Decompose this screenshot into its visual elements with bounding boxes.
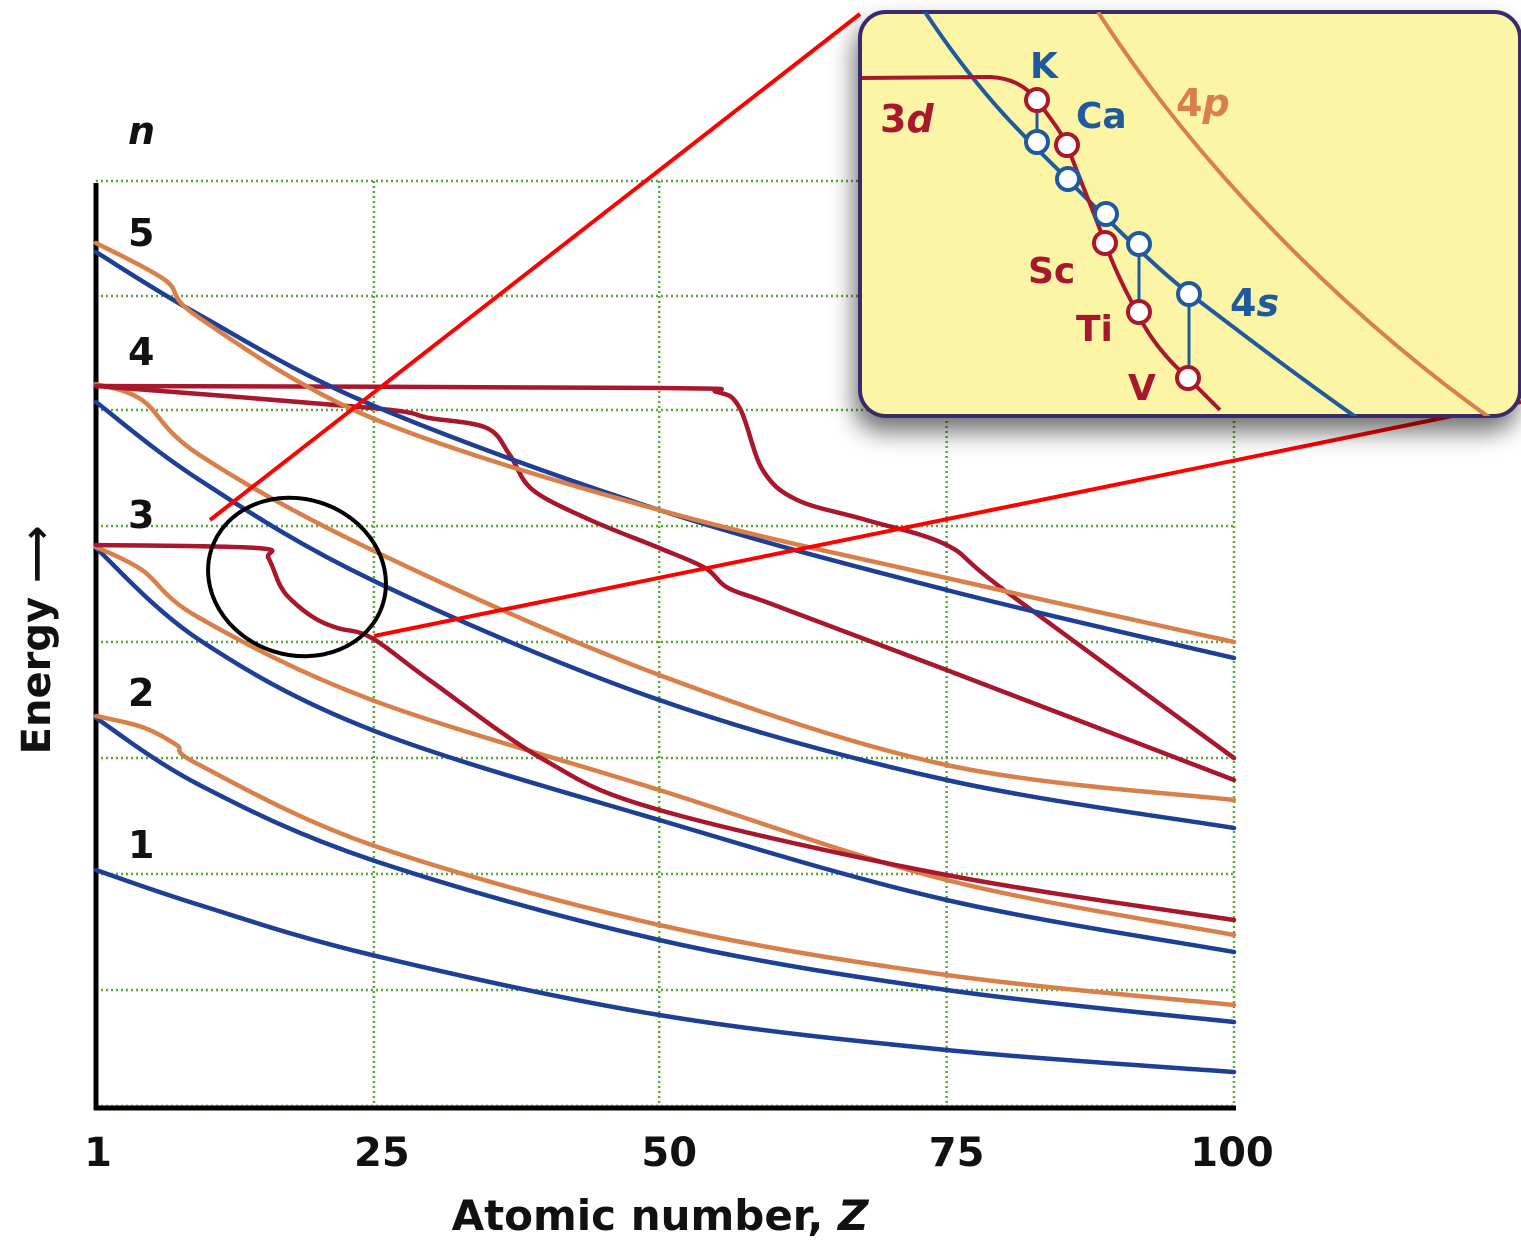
n-level-labels: 5 4 3 2 1 (128, 211, 154, 867)
marker-3d-k (1024, 87, 1050, 113)
marker-4s-k (1024, 129, 1050, 155)
marker-3d-sc (1092, 230, 1118, 256)
series-line-2p (93, 713, 1237, 1008)
marker-3d-ca (1054, 132, 1080, 158)
inset-label-4p-num: 4 (1176, 81, 1202, 125)
n-level-label: 5 (128, 211, 154, 255)
marker-4s-ca (1055, 166, 1081, 192)
x-axis-label-text: Atomic number, (452, 1191, 838, 1240)
inset-label-3d-num: 3 (880, 97, 906, 141)
series-line-4p (93, 381, 1237, 803)
inset-panel (858, 10, 1521, 418)
series-line-3d (93, 542, 1237, 923)
inset-label-k: K (1030, 46, 1059, 87)
x-axis-label: Atomic number, Z (452, 1191, 870, 1240)
inset-label-ti: Ti (1076, 309, 1113, 350)
inset-label-sc: Sc (1028, 251, 1075, 292)
inset-label-ca: Ca (1076, 96, 1127, 137)
series-line-4d (93, 383, 1237, 783)
inset-label-4p: 4p (1176, 81, 1230, 125)
inset-label-v: V (1128, 368, 1156, 409)
inset-label-4p-letter: p (1201, 81, 1229, 125)
y-axis-label: Energy ⟶ (14, 526, 60, 755)
inset-4p-curve (1096, 12, 1502, 416)
x-tick-label: 25 (354, 1130, 410, 1176)
inset-label-4s-letter: s (1256, 281, 1279, 325)
callout-line-top (208, 12, 862, 522)
n-axis-label: n (128, 109, 155, 153)
n-level-label: 3 (128, 493, 154, 537)
highlight-ellipse (206, 495, 388, 659)
n-level-label: 4 (128, 330, 154, 374)
x-tick-label: 75 (929, 1130, 985, 1176)
inset-label-4s: 4s (1230, 281, 1279, 325)
series-line-5p (93, 240, 1237, 645)
x-tick-label: 100 (1190, 1130, 1274, 1176)
series-layer (93, 240, 1237, 1075)
x-tick-label: 50 (641, 1130, 697, 1176)
axes (93, 183, 1236, 1111)
series-line-4s (93, 399, 1237, 831)
inset-label-3d: 3d (880, 97, 934, 141)
inset-markers (1024, 87, 1202, 391)
marker-3d-v (1175, 365, 1201, 391)
marker-4s-v (1176, 281, 1202, 307)
x-tick-labels: 1 25 50 75 100 (84, 1130, 1274, 1176)
n-level-label: 1 (128, 823, 154, 867)
marker-3d-ti (1126, 299, 1152, 325)
series-line-4f (93, 383, 1237, 761)
inset-label-4s-num: 4 (1230, 281, 1256, 325)
x-tick-label: 1 (84, 1130, 112, 1176)
series-line-2s (93, 715, 1237, 1025)
callout-line-bottom (373, 400, 1521, 638)
marker-4s-ti (1126, 231, 1152, 257)
inset-label-3d-letter: d (906, 97, 934, 141)
n-level-label: 2 (128, 671, 154, 715)
marker-4s-sc (1093, 201, 1119, 227)
series-line-1s (93, 867, 1237, 1075)
series-line-5s (93, 249, 1237, 661)
series-line-3s (93, 545, 1237, 955)
zoom-inset: 3d 4p 4s K Ca Sc Ti V (858, 10, 1521, 418)
x-axis-label-var: Z (836, 1191, 870, 1240)
